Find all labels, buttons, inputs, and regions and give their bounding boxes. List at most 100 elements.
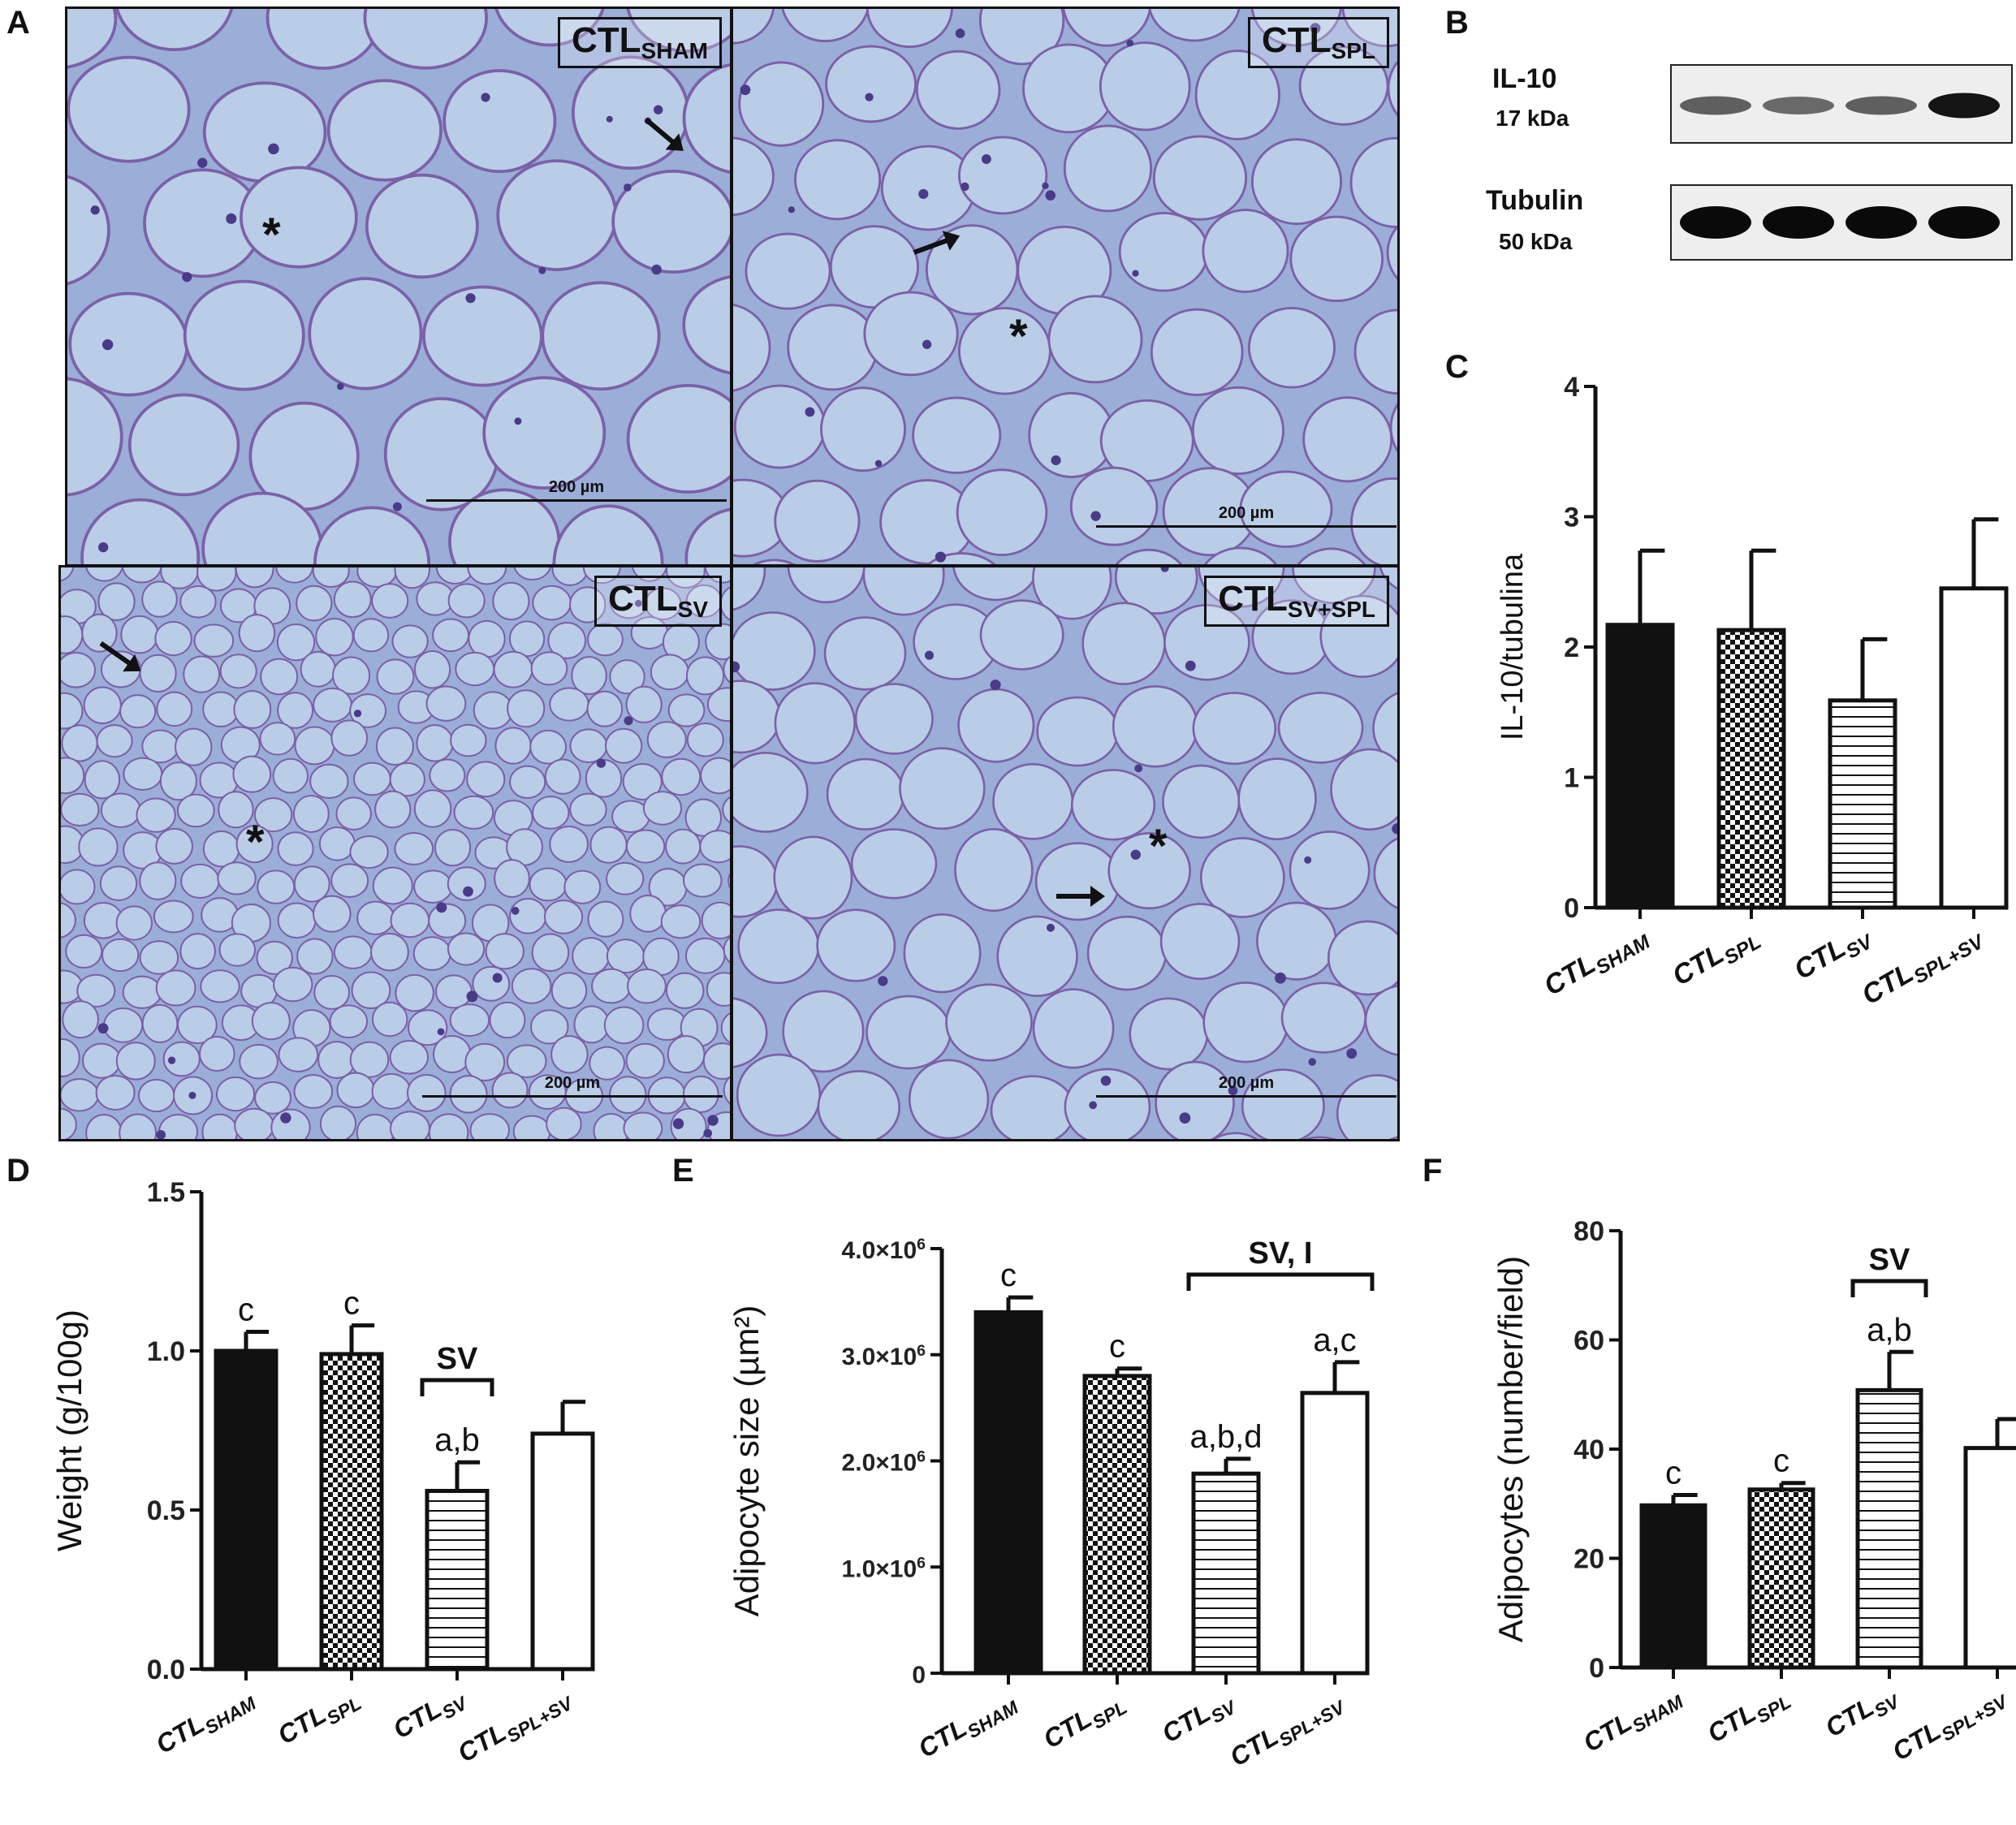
adipocyte	[1064, 1068, 1151, 1139]
adipocyte	[684, 507, 730, 564]
adipocyte	[1086, 915, 1168, 991]
adipocyte	[259, 722, 296, 756]
adipocyte	[530, 651, 568, 686]
adipocyte	[863, 291, 959, 377]
nucleus	[492, 973, 503, 983]
adipocyte	[234, 1107, 274, 1139]
adipocyte	[733, 384, 827, 469]
adipocyte	[155, 827, 193, 865]
arrow-icon	[644, 118, 684, 151]
adipocyte	[549, 825, 589, 863]
nucleus	[167, 1056, 176, 1064]
nucleus	[437, 1028, 445, 1036]
nucleus	[1047, 923, 1055, 932]
adipocyte	[336, 1072, 375, 1109]
adipocyte	[139, 654, 177, 692]
adipocyte	[899, 747, 986, 831]
adipocyte	[485, 933, 525, 970]
bar	[1855, 1387, 1923, 1670]
adipocyte	[685, 656, 725, 696]
adipocyte	[300, 650, 336, 688]
y-tick-label: 4	[1564, 372, 1579, 403]
nucleus	[514, 417, 522, 425]
adipocyte	[1070, 769, 1156, 841]
group-label: CTLSPL	[1248, 17, 1389, 68]
arrow-head	[1090, 886, 1105, 907]
nucleus	[1304, 856, 1312, 864]
adipocyte	[219, 654, 257, 689]
adipocyte	[547, 622, 587, 659]
adipocyte	[532, 796, 570, 830]
significance-letter: a,b	[434, 1422, 480, 1458]
arrow-head	[942, 231, 961, 251]
adipocyte	[990, 1075, 1076, 1139]
adipocyte	[670, 1107, 707, 1139]
micrograph-sham: CTLSHAM * 200 µm	[65, 6, 732, 567]
significance-letter: c	[1773, 1443, 1789, 1479]
adipocyte	[119, 694, 157, 729]
adipocyte	[294, 726, 335, 766]
adipocyte	[625, 1042, 665, 1079]
x-tick-label: CTLSPL	[1703, 1680, 1795, 1753]
adipocyte	[1162, 764, 1241, 839]
adipocyte	[908, 1059, 990, 1139]
adipocyte	[413, 869, 453, 904]
adipocyte	[727, 873, 730, 889]
adipocyte	[683, 863, 723, 898]
nucleus	[981, 154, 991, 164]
y-tick-label: 1.0	[147, 1336, 185, 1367]
nucleus	[740, 84, 751, 96]
adipocyte	[722, 796, 730, 824]
panel-label-a: A	[6, 5, 30, 41]
arrow-shaft	[913, 238, 949, 255]
nucleus	[336, 382, 344, 390]
bar	[1605, 623, 1675, 910]
adipocyte	[467, 567, 507, 585]
blot-size-label: 17 kDa	[1496, 106, 1569, 131]
adipocyte	[1319, 594, 1397, 679]
adipocyte	[1353, 308, 1397, 395]
adipocyte	[704, 567, 730, 584]
adipocyte	[349, 693, 387, 728]
y-tick-label: 80	[1574, 1216, 1604, 1247]
nucleus	[466, 990, 478, 1003]
x-tick-label-base: CTL	[1539, 948, 1600, 1002]
panel-label-c: C	[1445, 349, 1469, 385]
adipocyte	[371, 1001, 408, 1038]
nucleus	[596, 758, 607, 768]
adipocyte	[661, 757, 701, 796]
significance-bracket	[1850, 1279, 1928, 1297]
x-tick-label-sub: SHAM	[1629, 1690, 1687, 1737]
nucleus	[1045, 190, 1056, 201]
adipocyte	[363, 9, 488, 70]
y-tick-label: 2	[1564, 632, 1579, 663]
adipocyte	[667, 693, 706, 727]
x-tick-label-base: CTL	[273, 1699, 331, 1749]
adipocyte	[1387, 60, 1397, 117]
adipocyte	[603, 1006, 645, 1045]
blot-size-label: 50 kDa	[1499, 229, 1573, 254]
adipocyte	[1069, 466, 1159, 546]
y-tick-label: 0.0	[147, 1655, 185, 1685]
adipocyte	[335, 796, 372, 831]
y-tick-label: 0	[912, 1662, 926, 1689]
significance-bracket	[420, 1378, 494, 1396]
nucleus	[1179, 1112, 1191, 1124]
adipocyte	[1129, 997, 1209, 1071]
adipocyte	[544, 758, 581, 795]
adipocyte	[954, 828, 1034, 912]
adipocyte	[183, 655, 221, 693]
y-tick-label: 20	[1574, 1544, 1604, 1575]
y-axis-label: Weight (g/100g)	[50, 1309, 88, 1551]
blot-band	[1680, 96, 1751, 115]
adipocyte	[1327, 920, 1397, 996]
nucleus	[624, 183, 632, 192]
adipocyte	[494, 727, 532, 765]
micrograph-sv: CTLSV * 200 µm	[58, 565, 732, 1141]
nucleus	[156, 1129, 166, 1139]
blot-band	[1845, 206, 1917, 239]
adipocyte	[61, 792, 100, 826]
adipocyte	[412, 936, 451, 971]
nucleus	[1228, 1085, 1238, 1096]
